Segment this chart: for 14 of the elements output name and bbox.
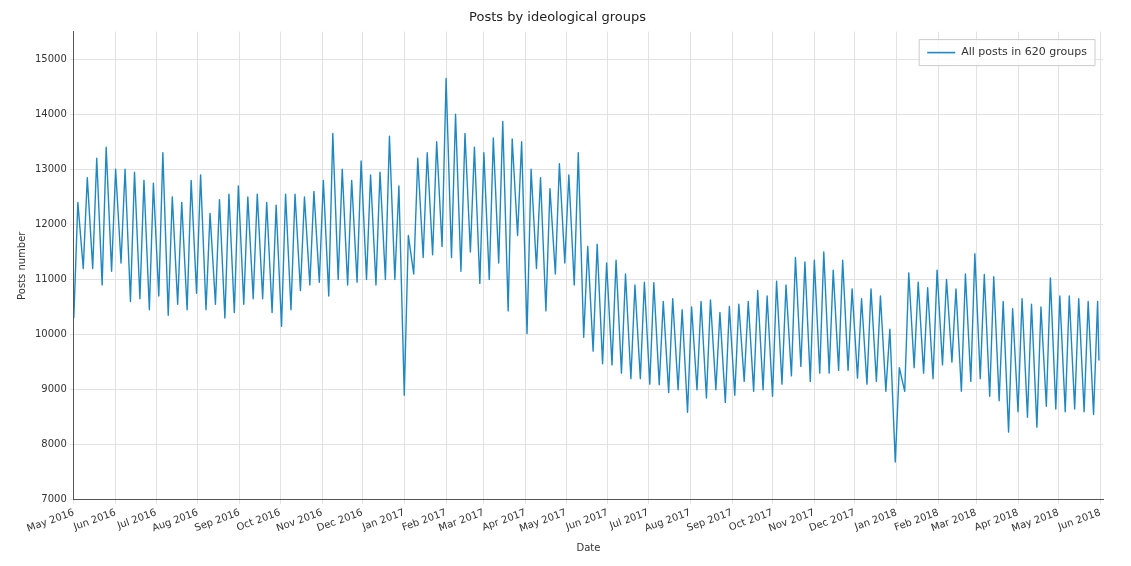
x-tick-label: Jun 2017 [563, 506, 610, 533]
y-tick-label: 7000 [41, 493, 67, 505]
y-tick-label: 13000 [35, 162, 67, 174]
legend-label: All posts in 620 groups [961, 45, 1088, 59]
y-tick-label: 8000 [41, 438, 67, 450]
y-tick-label: 10000 [35, 328, 67, 340]
y-tick-label: 15000 [35, 52, 67, 64]
x-axis-title: Date [576, 541, 601, 553]
chart-title: Posts by ideological groups [469, 9, 647, 25]
y-axis-title: Posts number [15, 230, 27, 300]
y-tick-label: 12000 [35, 218, 67, 230]
y-tick-label: 11000 [35, 273, 67, 285]
y-tick-label: 9000 [41, 383, 67, 395]
y-tick-label: 14000 [35, 107, 67, 119]
